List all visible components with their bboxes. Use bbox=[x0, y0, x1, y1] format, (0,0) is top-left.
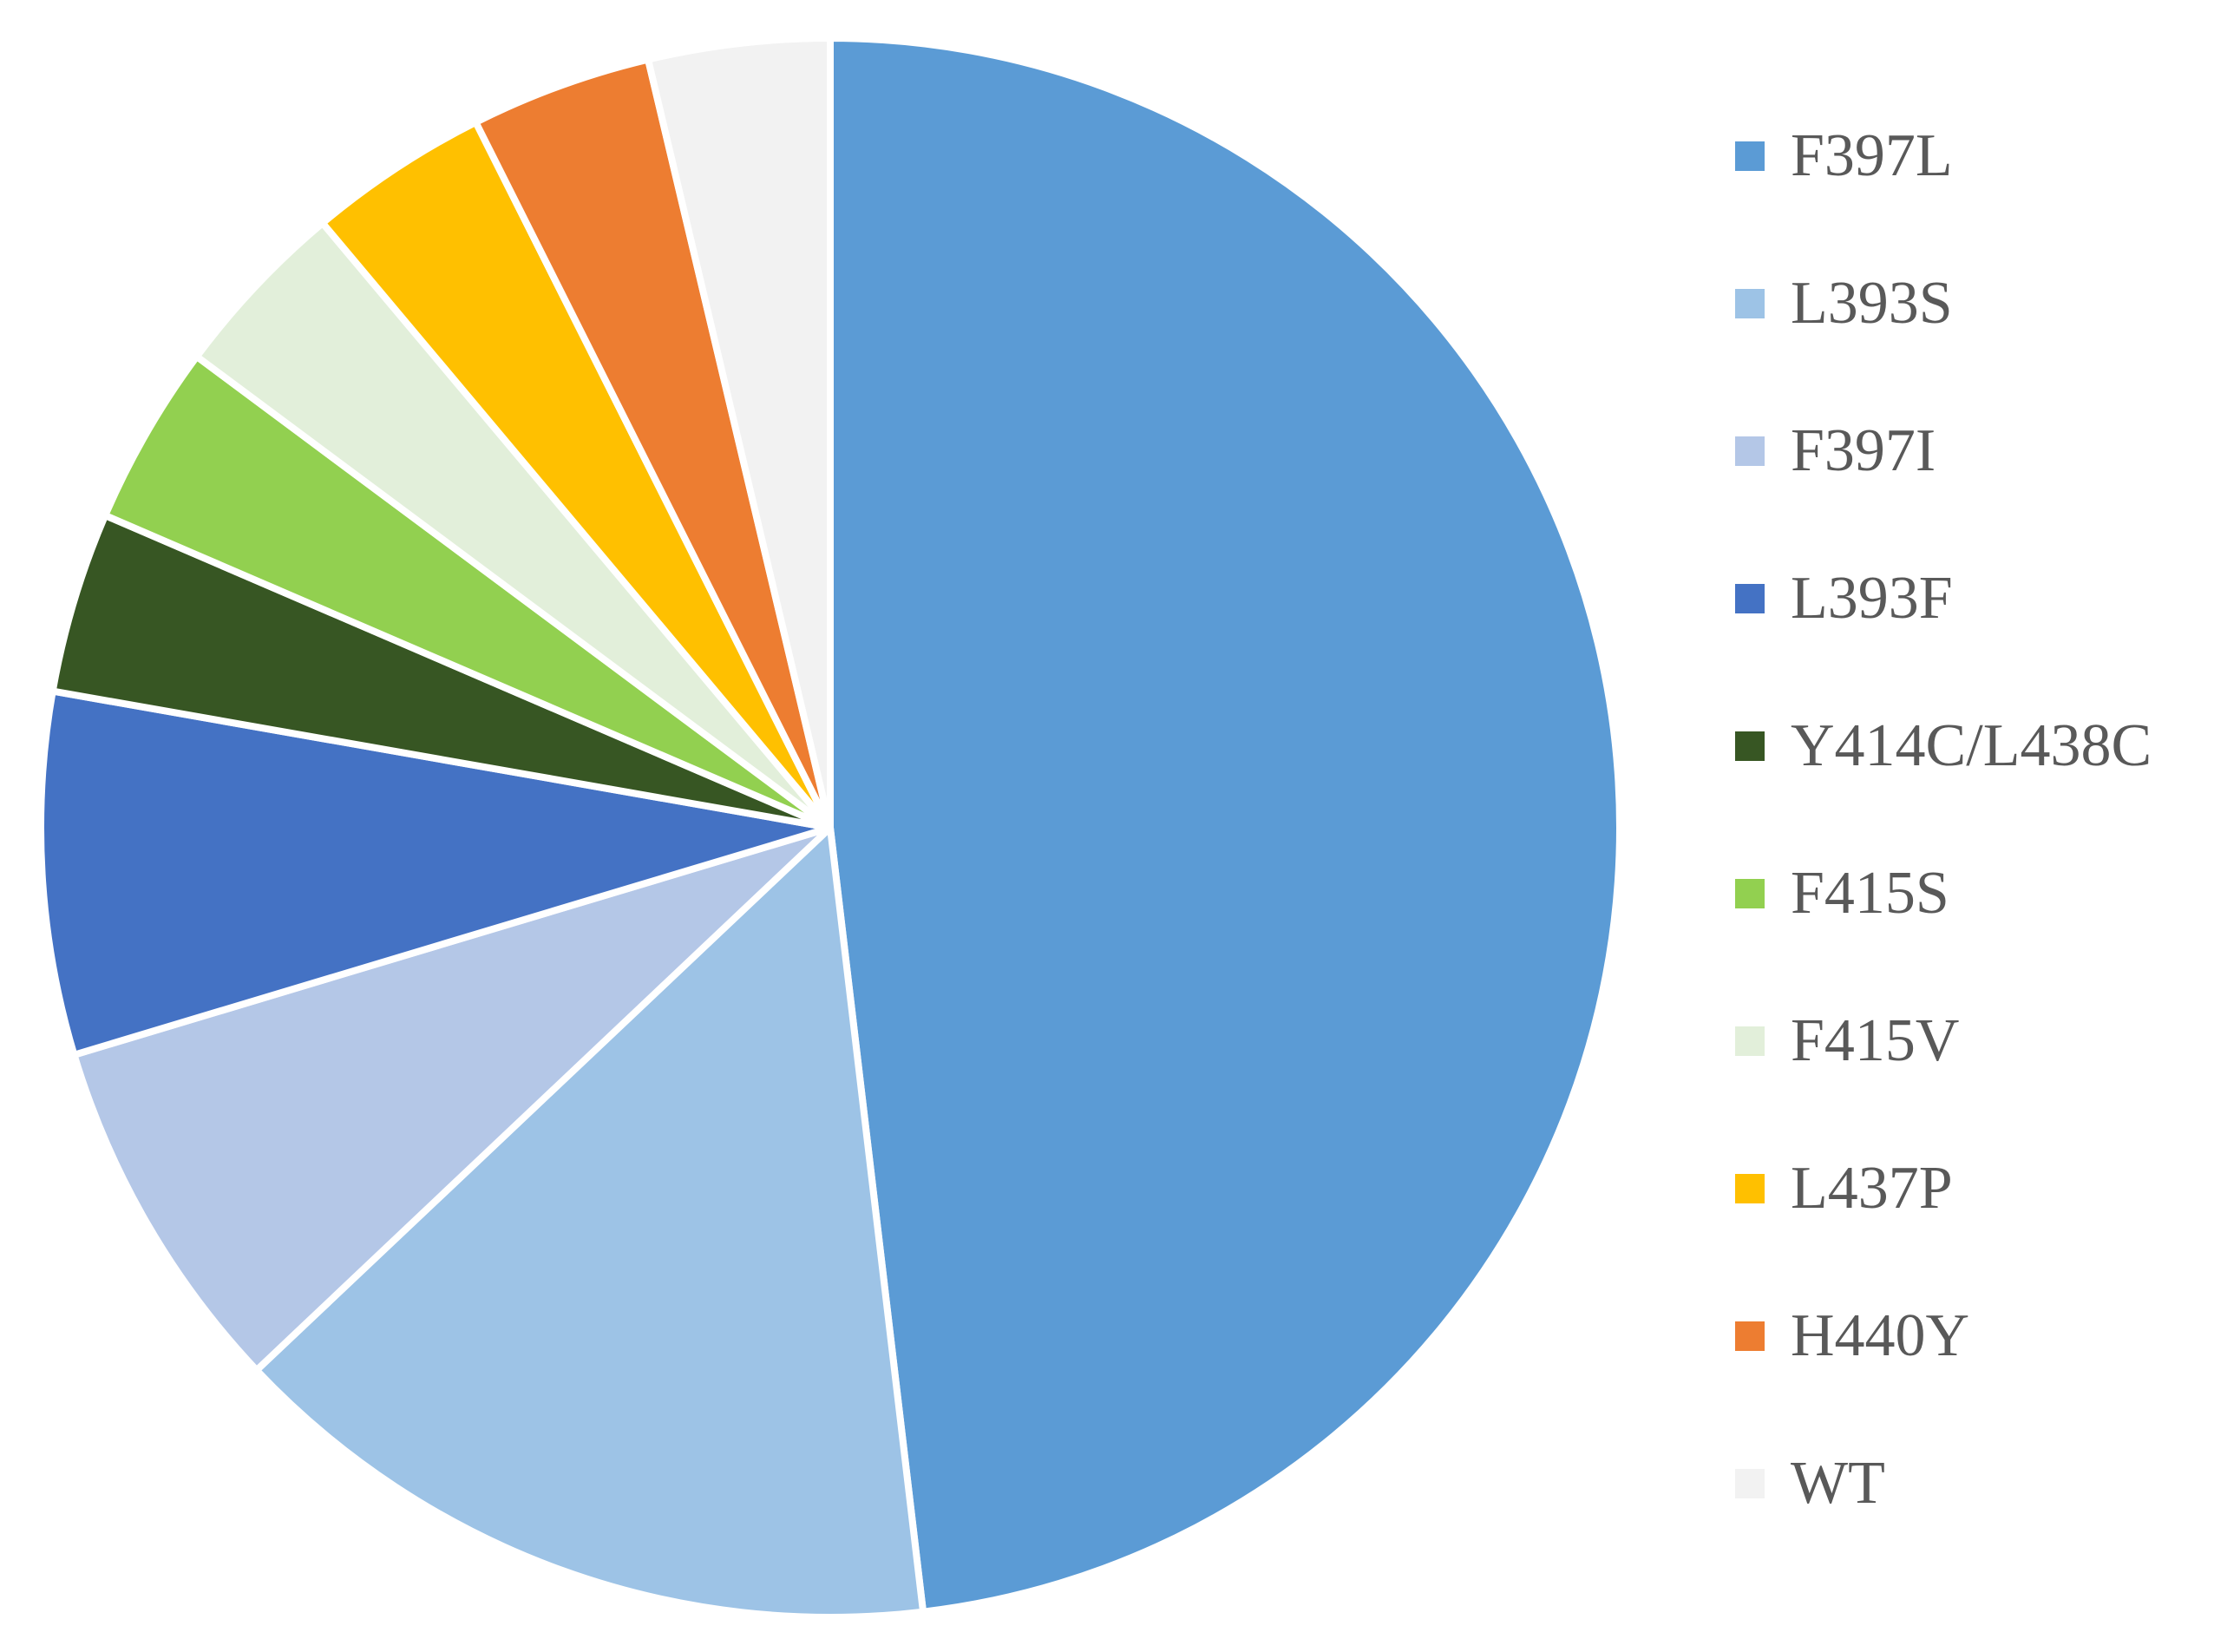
legend-label-l393f: L393F bbox=[1791, 565, 1953, 632]
legend-swatch-f415s bbox=[1735, 879, 1765, 908]
legend-item-f397l: F397L bbox=[1735, 121, 1953, 191]
legend-label-f397l: F397L bbox=[1791, 122, 1953, 189]
pie-slice-f415s bbox=[102, 352, 834, 831]
legend-label-f415s: F415S bbox=[1791, 860, 1949, 927]
legend-item-f415v: F415V bbox=[1735, 1006, 1959, 1076]
pie-slice-l393s bbox=[252, 824, 927, 1621]
legend-swatch-y414c-l438c bbox=[1735, 731, 1765, 761]
pie-slice-f397i bbox=[70, 824, 834, 1374]
legend-label-l437p: L437P bbox=[1791, 1155, 1953, 1222]
pie-slice-y414c-l438c bbox=[49, 512, 834, 831]
legend-item-f415s: F415S bbox=[1735, 859, 1949, 928]
legend-label-wt: WT bbox=[1791, 1450, 1885, 1517]
legend-label-l393s: L393S bbox=[1791, 270, 1953, 337]
legend: F397L L393S F397I L393F Y414C/L438C F415S F415… bbox=[1735, 121, 2204, 1562]
legend-swatch-l393f bbox=[1735, 584, 1765, 613]
legend-swatch-f397l bbox=[1735, 141, 1765, 171]
legend-item-l393s: L393S bbox=[1735, 269, 1953, 338]
legend-swatch-l393s bbox=[1735, 289, 1765, 318]
legend-label-f415v: F415V bbox=[1791, 1007, 1960, 1074]
legend-swatch-wt bbox=[1735, 1469, 1765, 1498]
legend-item-h440y: H440Y bbox=[1735, 1301, 1969, 1371]
legend-item-y414c-l438c: Y414C/L438C bbox=[1735, 711, 2152, 781]
pie-slice-f397l bbox=[827, 35, 1623, 1616]
legend-swatch-f415v bbox=[1735, 1026, 1765, 1056]
pie-slice-l393f bbox=[37, 687, 834, 1059]
pie-slice-wt bbox=[645, 35, 834, 831]
pie-slice-h440y bbox=[472, 56, 834, 831]
pie-slices bbox=[37, 35, 1623, 1621]
legend-label-f397i: F397I bbox=[1791, 417, 1936, 484]
pie-slice-f415v bbox=[193, 220, 834, 831]
legend-label-h440y: H440Y bbox=[1791, 1302, 1970, 1369]
legend-swatch-f397i bbox=[1735, 436, 1765, 466]
legend-item-l437p: L437P bbox=[1735, 1154, 1953, 1223]
legend-swatch-l437p bbox=[1735, 1174, 1765, 1203]
legend-item-f397i: F397I bbox=[1735, 416, 1936, 486]
legend-swatch-h440y bbox=[1735, 1321, 1765, 1351]
legend-item-l393f: L393F bbox=[1735, 564, 1953, 633]
legend-label-y414c-l438c: Y414C/L438C bbox=[1791, 712, 2152, 779]
pie-slice-l437p bbox=[318, 118, 834, 831]
legend-item-wt: WT bbox=[1735, 1449, 1885, 1518]
